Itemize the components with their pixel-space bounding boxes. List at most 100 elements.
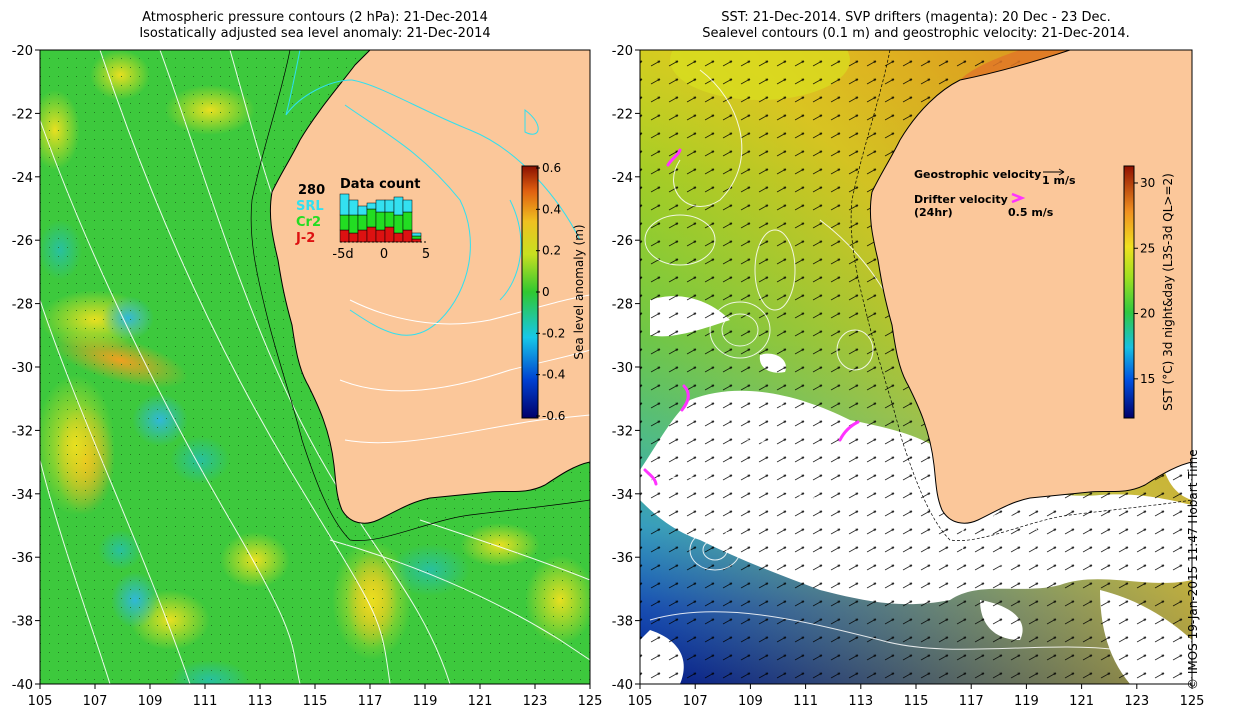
inset-bar-segment bbox=[375, 229, 386, 243]
sst-colorbar-ticks: 30 25 20 15 bbox=[1134, 176, 1155, 386]
sla-lines-left bbox=[250, 50, 590, 542]
inset-bar-segment bbox=[357, 229, 368, 243]
lon-tick-label: 125 bbox=[1180, 694, 1205, 709]
lat-tick-label: -36 bbox=[612, 551, 633, 566]
inset-bar-segment bbox=[339, 229, 350, 243]
sla-colorbar-ramp bbox=[521, 165, 539, 419]
inset-bar-segment bbox=[366, 202, 377, 210]
lon-tick-label: 117 bbox=[358, 694, 383, 709]
lon-tick-label: 121 bbox=[1069, 694, 1094, 709]
pressure-contours bbox=[40, 50, 590, 684]
inset-bar-segment bbox=[393, 214, 404, 234]
lon-tick-label: 121 bbox=[468, 694, 493, 709]
colorbar-tick-label: 25 bbox=[1140, 241, 1155, 255]
inset-tick-label: 5 bbox=[422, 247, 430, 262]
sst-colorbar-ramp bbox=[1123, 165, 1135, 419]
sst-colorbar: 30 25 20 15 SST (°C) 3d night&day (L3S-3d Q… bbox=[1123, 165, 1175, 419]
inset-bar-segment bbox=[348, 214, 359, 234]
legend-geostrophic-label: Geostrophic velocity bbox=[914, 168, 1041, 181]
inset-bar-segment bbox=[339, 193, 350, 216]
geostrophic-arrow-icon bbox=[1043, 168, 1065, 176]
lon-tick-label: 109 bbox=[738, 694, 763, 709]
lon-tick-label: 111 bbox=[793, 694, 818, 709]
inset-bar-segment bbox=[402, 211, 413, 231]
lat-tick-label: -28 bbox=[12, 298, 33, 313]
lon-tick-label: 107 bbox=[83, 694, 108, 709]
inset-bar-segment bbox=[366, 226, 377, 243]
right-title-line2: Sealevel contours (0.1 m) and geostrophi… bbox=[702, 26, 1130, 41]
drifter-arrow-icon bbox=[1011, 192, 1026, 204]
legend-srl: SRL bbox=[296, 199, 324, 214]
svp-drifter-tracks bbox=[643, 148, 860, 486]
lat-tick-label: -20 bbox=[612, 44, 633, 59]
left-title-line1: Atmospheric pressure contours (2 hPa): 2… bbox=[142, 10, 488, 25]
nw-warm-land-edge bbox=[960, 50, 1070, 80]
lat-tick-label: -28 bbox=[612, 298, 633, 313]
lat-tick-label: -40 bbox=[12, 678, 33, 693]
inset-bar-segment bbox=[348, 232, 359, 243]
inset-title: Data count bbox=[340, 177, 420, 192]
lat-tick-label: -22 bbox=[612, 107, 633, 122]
colorbar-tick-label: 0.4 bbox=[542, 202, 561, 216]
right-longitude-axis: 105 107 109 111 113 115 117 119 121 123 125 bbox=[628, 684, 1205, 709]
lon-tick-label: 113 bbox=[848, 694, 873, 709]
sla-colorbar: 0.6 0.4 0.2 0 -0.2 -0.4 -0.6 Sea level anomaly… bbox=[521, 161, 586, 423]
australia-landmass-right bbox=[870, 50, 1192, 524]
sla-colorbar-ticks: 0.6 0.4 0.2 0 -0.2 -0.4 -0.6 bbox=[536, 161, 565, 423]
lon-tick-label: 123 bbox=[1124, 694, 1149, 709]
lat-tick-label: -24 bbox=[612, 171, 633, 186]
left-longitude-axis: 105 107 109 111 113 115 117 119 121 123 125 bbox=[28, 684, 602, 709]
inset-bars bbox=[339, 193, 422, 243]
colorbar-tick-label: -0.2 bbox=[542, 326, 565, 340]
lat-tick-label: -34 bbox=[12, 488, 33, 503]
velocity-legend: Geostrophic velocity 1 m/s Drifter veloc… bbox=[914, 168, 1076, 219]
coastline-right bbox=[869, 49, 1193, 524]
lat-tick-label: -26 bbox=[12, 234, 33, 249]
inset-bar-segment bbox=[411, 232, 422, 237]
inset-bar-segment bbox=[402, 229, 413, 243]
lat-tick-label: -36 bbox=[12, 551, 33, 566]
lon-tick-label: 123 bbox=[523, 694, 548, 709]
lat-tick-label: -26 bbox=[612, 234, 633, 249]
lat-tick-label: -38 bbox=[12, 615, 33, 630]
inset-x-axis: -5d 0 5 bbox=[332, 247, 430, 262]
inset-bar-segment bbox=[402, 199, 413, 213]
left-map-title: Atmospheric pressure contours (2 hPa): 2… bbox=[40, 10, 590, 42]
colorbar-tick-label: -0.4 bbox=[542, 368, 565, 382]
inset-bar-segment bbox=[384, 226, 395, 243]
lon-tick-label: 119 bbox=[1014, 694, 1039, 709]
lat-tick-label: -30 bbox=[12, 361, 33, 376]
lat-tick-label: -38 bbox=[612, 615, 633, 630]
lon-tick-label: 109 bbox=[138, 694, 163, 709]
colorbar-tick-label: 0 bbox=[542, 285, 550, 299]
lat-tick-label: -22 bbox=[12, 107, 33, 122]
inset-tick-label: 0 bbox=[380, 247, 388, 262]
left-title-line2: Isostatically adjusted sea level anomaly… bbox=[139, 26, 491, 41]
lat-tick-label: -24 bbox=[12, 171, 33, 186]
inset-bar-segment bbox=[366, 208, 377, 228]
legend-drifter-scale: 0.5 m/s bbox=[1008, 206, 1054, 219]
lat-tick-label: -34 bbox=[612, 488, 633, 503]
legend-cr2: Cr2 bbox=[296, 215, 321, 230]
right-title-line1: SST: 21-Dec-2014. SVP drifters (magenta)… bbox=[721, 10, 1111, 25]
legend-geostrophic-scale: 1 m/s bbox=[1042, 174, 1076, 187]
lon-tick-label: 115 bbox=[303, 694, 328, 709]
inset-bar-segment bbox=[375, 199, 386, 213]
lat-tick-label: -32 bbox=[12, 424, 33, 439]
lat-tick-label: -20 bbox=[12, 44, 33, 59]
lat-tick-label: -30 bbox=[612, 361, 633, 376]
sst-colorbar-label: SST (°C) 3d night&day (L3S-3d QL>=2) bbox=[1161, 173, 1175, 411]
colorbar-tick-label: 30 bbox=[1140, 176, 1155, 190]
left-latitude-axis: -20 -22 -24 -26 -28 -30 -32 -34 -36 -38 -40 bbox=[12, 44, 40, 693]
lon-tick-label: 119 bbox=[413, 694, 438, 709]
lon-tick-label: 113 bbox=[248, 694, 273, 709]
lon-tick-label: 105 bbox=[28, 694, 53, 709]
inset-count: 280 bbox=[298, 183, 325, 198]
inset-bar-segment bbox=[384, 211, 395, 228]
legend-drifter-sub: (24hr) bbox=[914, 206, 953, 219]
right-map-title: SST: 21-Dec-2014. SVP drifters (magenta)… bbox=[640, 10, 1192, 42]
colorbar-tick-label: 20 bbox=[1140, 307, 1155, 321]
inset-bar-segment bbox=[393, 196, 404, 216]
coastline-left bbox=[269, 49, 591, 524]
